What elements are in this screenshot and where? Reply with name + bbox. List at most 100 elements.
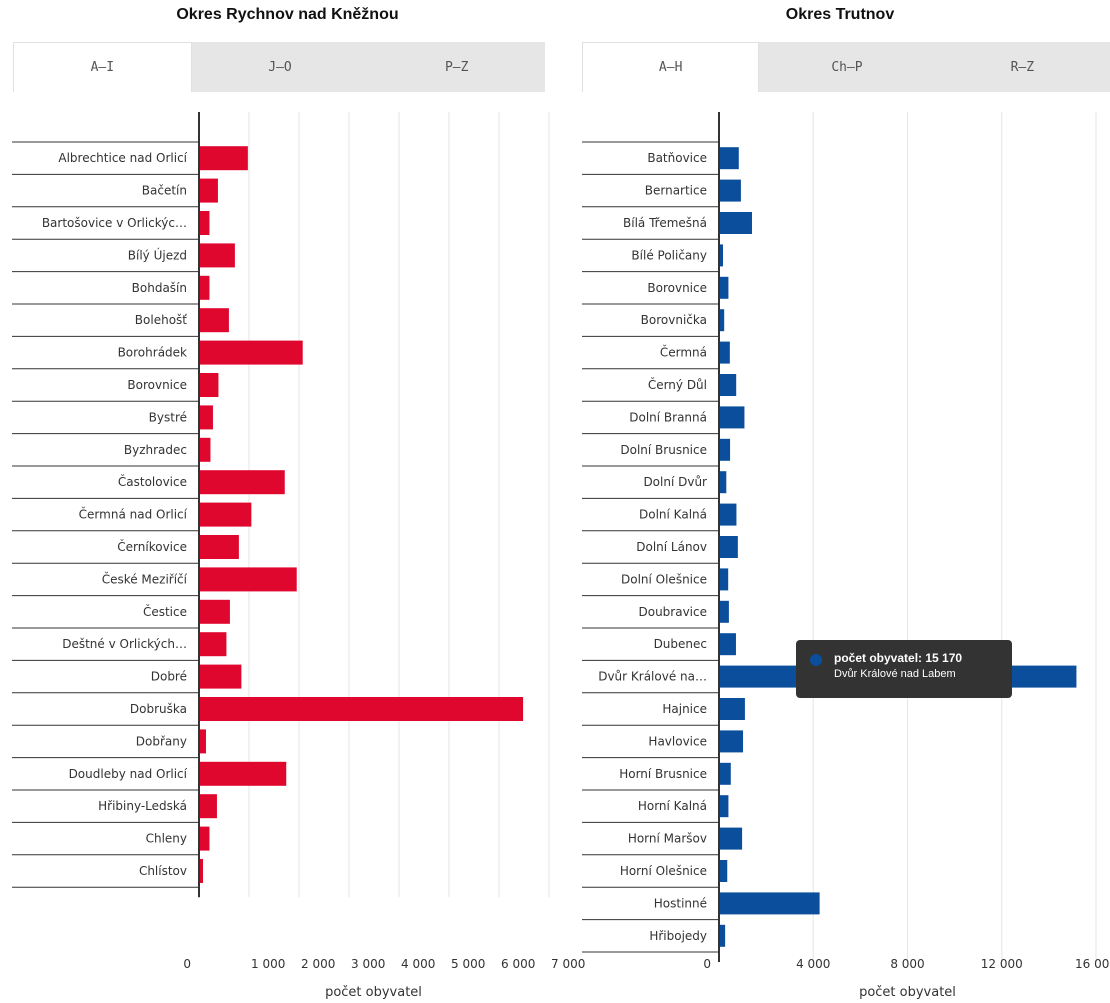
right-category-label: Havlovice xyxy=(648,734,707,748)
right-bar xyxy=(719,406,745,429)
left-bar xyxy=(199,146,248,171)
right-category-label: Hostinné xyxy=(654,896,707,910)
left-category-label: Dobřany xyxy=(136,734,187,748)
right-category-label: Bílá Třemešná xyxy=(623,216,707,230)
left-tick-label: 0 xyxy=(183,957,191,971)
left-bar xyxy=(199,211,210,235)
right-category-label: Hajnice xyxy=(662,702,707,716)
right-category-label: Borovnička xyxy=(641,313,707,327)
right-bar xyxy=(719,892,820,915)
left-category-label: Bílý Újezd xyxy=(128,247,187,262)
left-category-label: Černíkovice xyxy=(117,539,187,554)
left-bar xyxy=(199,373,219,397)
left-bar xyxy=(199,243,235,268)
right-bar xyxy=(719,762,731,785)
left-category-label: Deštné v Orlických… xyxy=(62,637,187,651)
right-x-axis-title: počet obyvatel xyxy=(859,985,956,1000)
right-category-label: Horní Maršov xyxy=(628,832,707,846)
left-category-label: Bystré xyxy=(149,410,187,424)
left-bar xyxy=(199,697,524,721)
left-bar xyxy=(199,664,242,689)
left-chart-title: Okres Rychnov nad Kněžnou xyxy=(176,6,399,23)
right-bar xyxy=(719,147,739,170)
left-category-label: České Meziříčí xyxy=(102,571,188,586)
tab-right-a-h[interactable]: A–H xyxy=(582,42,760,92)
right-category-label: Horní Kalná xyxy=(638,799,707,813)
left-tick-label: 2 000 xyxy=(301,957,335,971)
right-tick-label: 8 000 xyxy=(890,957,924,971)
left-category-label: Borovnice xyxy=(127,378,187,392)
right-bar xyxy=(719,698,745,720)
left-bar xyxy=(199,794,217,819)
right-chart-title: Okres Trutnov xyxy=(785,6,895,23)
left-bar xyxy=(199,826,210,851)
right-category-label: Bílé Poličany xyxy=(631,248,707,262)
left-tick-label: 5 000 xyxy=(451,957,485,971)
right-bar xyxy=(719,276,729,299)
left-bar xyxy=(199,632,227,657)
left-category-label: Bačetín xyxy=(142,184,187,198)
left-x-axis-title: počet obyvatel xyxy=(325,985,422,1000)
right-category-label: Borovnice xyxy=(647,281,707,295)
right-category-label: Hřibojedy xyxy=(649,929,707,943)
left-category-label: Čermná nad Orlicí xyxy=(79,507,188,522)
left-category-label: Byzhradec xyxy=(124,443,187,457)
right-bar xyxy=(719,341,730,364)
left-category-label: Čestice xyxy=(143,604,187,619)
right-bar xyxy=(719,503,737,526)
right-category-label: Horní Olešnice xyxy=(620,864,707,878)
left-category-label: Dobruška xyxy=(130,702,187,716)
right-category-label: Bernartice xyxy=(645,184,707,198)
right-category-label: Dolní Kalná xyxy=(639,508,707,522)
left-category-label: Doudleby nad Orlicí xyxy=(69,767,188,781)
left-tick-label: 6 000 xyxy=(501,957,535,971)
left-category-label: Dobré xyxy=(151,670,187,684)
right-tick-label: 4 000 xyxy=(796,957,830,971)
left-bar xyxy=(199,340,303,365)
left-category-label: Bohdašín xyxy=(132,281,187,295)
tab-left-j-o[interactable]: J–O xyxy=(191,42,369,92)
left-tab-bar: A–I J–O P–Z xyxy=(13,42,546,92)
bar-tooltip: počet obyvatel: 15 170 Dvůr Králové nad … xyxy=(796,640,1012,698)
right-bar xyxy=(719,536,738,558)
left-bar xyxy=(199,502,252,527)
left-category-label: Častolovice xyxy=(118,474,187,489)
left-category-label: Bartošovice v Orlickýc… xyxy=(42,216,187,230)
left-bar xyxy=(199,599,230,624)
left-bar xyxy=(199,729,206,754)
right-bar xyxy=(719,179,741,202)
left-category-label: Albrechtice nad Orlicí xyxy=(58,151,187,165)
right-category-label: Černý Důl xyxy=(648,377,707,392)
left-category-label: Borohrádek xyxy=(118,346,187,360)
left-bar xyxy=(199,761,287,786)
right-category-label: Dolní Branná xyxy=(629,410,707,424)
right-bar xyxy=(719,795,729,818)
right-bar xyxy=(719,471,727,494)
right-category-label: Dolní Olešnice xyxy=(621,572,707,586)
tooltip-value: počet obyvatel: 15 170 xyxy=(834,651,963,665)
right-bar xyxy=(719,924,726,947)
left-tick-label: 7 000 xyxy=(551,957,585,971)
right-category-label: Batňovice xyxy=(647,151,707,165)
right-tab-bar: A–H Ch–P R–Z xyxy=(582,42,1110,92)
left-tick-label: 3 000 xyxy=(351,957,385,971)
right-category-label: Dvůr Králové na… xyxy=(598,670,707,684)
left-bar xyxy=(199,567,297,592)
tooltip-name: Dvůr Králové nad Labem xyxy=(834,668,956,680)
right-bar xyxy=(719,568,729,591)
tab-left-p-z[interactable]: P–Z xyxy=(368,42,546,92)
right-bar xyxy=(719,633,736,656)
right-bar xyxy=(719,600,729,623)
right-tick-label: 16 000 xyxy=(1075,957,1110,971)
left-bar xyxy=(199,859,203,883)
left-bar xyxy=(199,405,213,430)
left-bar xyxy=(199,308,229,333)
right-bar xyxy=(719,244,724,267)
tab-right-r-z[interactable]: R–Z xyxy=(934,42,1110,92)
right-tick-label: 0 xyxy=(703,957,711,971)
right-bar xyxy=(719,374,737,396)
tab-left-a-i[interactable]: A–I xyxy=(13,42,192,92)
tab-right-ch-p[interactable]: Ch–P xyxy=(759,42,935,92)
